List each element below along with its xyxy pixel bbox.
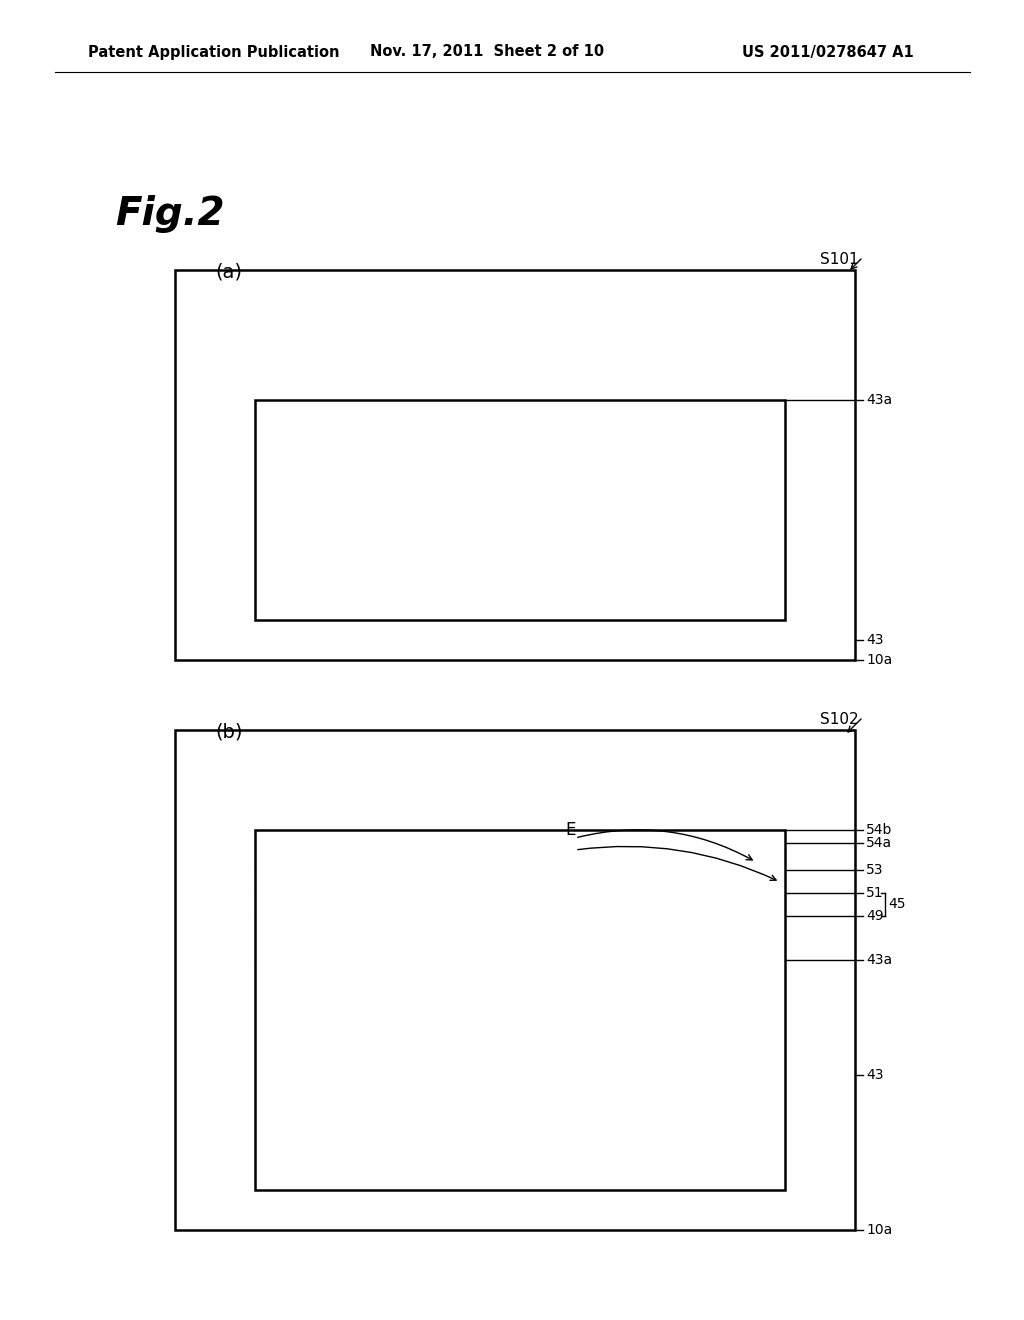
Bar [255, 830, 785, 1191]
Text: 10a: 10a [866, 1224, 892, 1237]
Bar [175, 730, 855, 1230]
Text: S101: S101 [820, 252, 859, 267]
Text: 49: 49 [866, 909, 884, 923]
Text: 51: 51 [866, 886, 884, 900]
Text: US 2011/0278647 A1: US 2011/0278647 A1 [742, 45, 913, 59]
Text: 54b: 54b [866, 822, 892, 837]
Text: Patent Application Publication: Patent Application Publication [88, 45, 340, 59]
Text: 45: 45 [888, 898, 905, 912]
Text: 54a: 54a [866, 836, 892, 850]
Text: E: E [565, 821, 575, 840]
Text: 10a: 10a [866, 653, 892, 667]
Text: (a): (a) [215, 261, 242, 281]
Bar [175, 271, 855, 660]
Text: 43: 43 [866, 634, 884, 647]
Text: 43: 43 [866, 1068, 884, 1082]
Bar [255, 400, 785, 620]
Text: (b): (b) [215, 722, 243, 741]
Text: 53: 53 [866, 863, 884, 876]
Text: 43a: 43a [866, 393, 892, 407]
Text: Nov. 17, 2011  Sheet 2 of 10: Nov. 17, 2011 Sheet 2 of 10 [370, 45, 604, 59]
Text: S102: S102 [820, 711, 859, 727]
Text: 43a: 43a [866, 953, 892, 968]
Text: Fig.2: Fig.2 [115, 195, 224, 234]
